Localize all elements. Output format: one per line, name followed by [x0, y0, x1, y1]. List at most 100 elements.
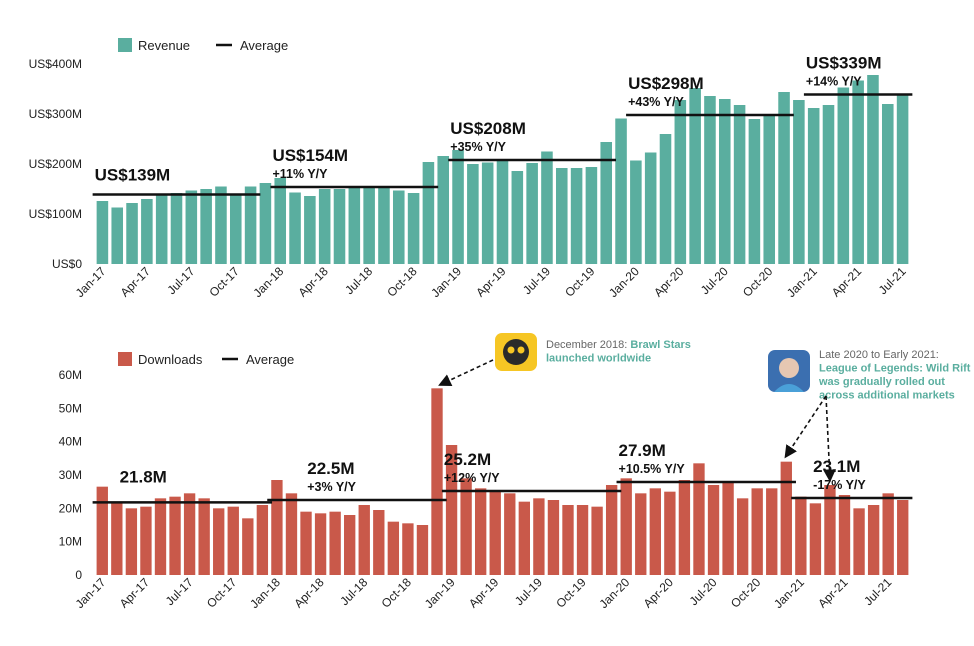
annotation-segment: launched worldwide — [546, 353, 651, 365]
x-tick-label: Jan-18 — [250, 264, 286, 300]
bar — [259, 183, 272, 264]
icon-face — [779, 358, 799, 378]
brawl-stars-icon — [495, 333, 537, 371]
bar — [407, 193, 420, 264]
bar — [511, 171, 524, 264]
bar — [837, 87, 850, 264]
x-tick-label: Jan-19 — [428, 264, 464, 300]
growth-label: +35% Y/Y — [450, 140, 506, 154]
bar — [526, 163, 538, 264]
bar — [822, 105, 835, 264]
y-tick-label: 10M — [59, 535, 82, 549]
wild-rift-icon — [768, 350, 810, 392]
average-label: 21.8M — [120, 467, 167, 486]
bar — [183, 493, 196, 575]
bar — [824, 485, 836, 575]
annotation-text: League of Legends: Wild Rift — [819, 363, 971, 375]
average-label: 23.1M — [813, 457, 860, 476]
bar — [751, 488, 763, 575]
bar — [496, 160, 509, 264]
legend-average-label: Average — [240, 38, 288, 53]
bar — [96, 201, 109, 264]
x-tick-label: Jul-17 — [164, 264, 197, 297]
x-tick-label: Oct-19 — [553, 575, 589, 611]
bar — [125, 508, 138, 575]
bar — [897, 500, 909, 575]
x-tick-label: Jan-20 — [606, 264, 642, 300]
legend: Downloads Average — [118, 352, 294, 367]
bar — [605, 485, 618, 575]
bar — [896, 95, 909, 264]
bar — [126, 203, 138, 264]
y-tick-label: US$0 — [52, 257, 82, 271]
bar — [256, 505, 269, 575]
annotation: Late 2020 to Early 2021: League of Legend… — [768, 349, 971, 483]
bar — [300, 511, 312, 575]
average-label: US$154M — [272, 146, 348, 165]
bar — [445, 445, 458, 575]
y-tick-label: US$200M — [29, 157, 82, 171]
x-tick-label: Jul-21 — [876, 264, 909, 297]
bar — [318, 189, 331, 264]
legend-swatch — [118, 352, 132, 366]
bar — [229, 194, 242, 264]
bar — [718, 99, 731, 264]
x-tick-label: Apr-21 — [829, 264, 865, 300]
bar — [570, 168, 583, 264]
bar — [733, 105, 746, 264]
bar — [154, 498, 167, 575]
bar — [615, 118, 627, 264]
x-tick-label: Apr-17 — [118, 264, 154, 300]
bar — [630, 160, 642, 264]
bar — [644, 152, 657, 264]
bar — [213, 508, 225, 575]
bar — [329, 511, 341, 575]
annotation-text: December 2018: Brawl Stars — [546, 339, 691, 351]
bar — [766, 488, 778, 575]
bar — [242, 518, 254, 575]
x-tick-label: Oct-18 — [384, 264, 420, 300]
x-tick-label: Apr-17 — [117, 575, 153, 611]
bar — [274, 178, 287, 264]
y-tick-label: 50M — [59, 401, 82, 415]
bar — [489, 491, 501, 575]
legend-average-label: Average — [246, 352, 294, 367]
bar — [707, 485, 720, 575]
bar — [674, 100, 687, 264]
annotation-text: across additional markets — [819, 390, 955, 402]
bar — [402, 523, 414, 575]
y-tick-label: 30M — [59, 468, 82, 482]
bar — [518, 501, 531, 575]
icon-eye — [507, 346, 515, 354]
bar — [467, 164, 479, 264]
icon-eye — [517, 346, 525, 354]
average-label: US$139M — [95, 166, 171, 185]
bar — [620, 478, 632, 575]
bar — [600, 142, 613, 264]
bar — [452, 150, 464, 264]
bar — [649, 488, 661, 575]
bar — [664, 491, 676, 575]
bar — [585, 167, 598, 264]
bar — [227, 506, 239, 575]
bar — [555, 168, 568, 264]
bar — [659, 134, 672, 264]
x-tick-label: Jan-21 — [771, 575, 807, 611]
annotation-text: was gradually rolled out — [818, 376, 945, 388]
bar — [431, 388, 443, 575]
x-tick-label: Apr-21 — [815, 575, 851, 611]
average-label: US$298M — [628, 74, 704, 93]
bar — [748, 119, 761, 264]
x-tick-label: Apr-19 — [466, 575, 502, 611]
bar — [853, 508, 865, 575]
bar — [348, 188, 361, 264]
bar — [778, 92, 790, 264]
bar — [333, 189, 346, 264]
bar — [780, 461, 792, 575]
bar — [809, 503, 822, 575]
x-tick-label: Oct-20 — [728, 575, 764, 611]
bar — [882, 493, 894, 575]
